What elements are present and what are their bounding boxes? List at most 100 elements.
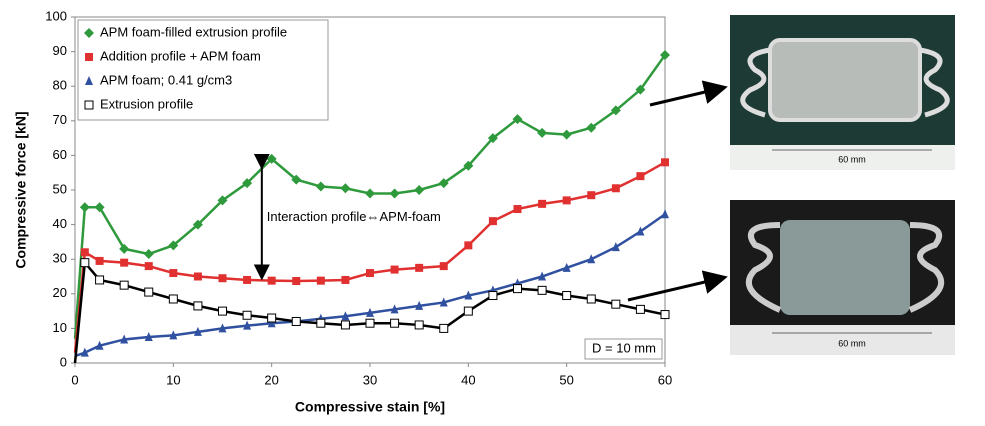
marker: [242, 178, 253, 189]
y-tick-label: 0: [60, 354, 67, 369]
note-box: [584, 338, 663, 360]
series-line: [74, 213, 666, 358]
marker: [463, 160, 474, 171]
marker: [193, 272, 202, 281]
marker: [144, 262, 153, 271]
marker: [464, 290, 473, 300]
marker: [292, 276, 301, 285]
marker: [562, 291, 572, 301]
marker: [439, 262, 448, 271]
marker: [365, 188, 375, 199]
x-tick-label: 0: [71, 372, 78, 387]
marker: [192, 219, 203, 230]
marker: [242, 310, 252, 320]
marker: [415, 300, 424, 310]
marker: [340, 183, 351, 194]
marker: [168, 294, 178, 304]
marker: [316, 318, 326, 328]
marker: [193, 301, 203, 311]
marker: [636, 226, 645, 236]
marker: [415, 263, 424, 272]
marker: [366, 307, 374, 317]
marker: [218, 306, 227, 316]
marker: [80, 347, 89, 357]
y-axis-label: Compressive force [kN]: [13, 111, 29, 268]
marker: [513, 205, 522, 214]
marker: [291, 316, 301, 326]
x-axis-label: Compressive stain [%]: [295, 399, 445, 415]
marker: [390, 304, 399, 314]
y-tick-label: 50: [53, 181, 67, 196]
marker: [341, 311, 350, 321]
marker: [243, 275, 252, 284]
marker: [487, 133, 498, 144]
annotation-box: [264, 207, 475, 228]
marker: [586, 122, 597, 133]
marker: [464, 241, 473, 250]
marker: [587, 254, 596, 264]
legend-label: Addition profile + APM foam: [100, 48, 261, 63]
marker: [267, 318, 276, 328]
legend-label: Extrusion profile: [100, 96, 193, 111]
marker: [463, 306, 473, 316]
marker: [611, 242, 620, 252]
marker: [438, 178, 449, 189]
marker: [562, 196, 571, 205]
note: D = 10 mm: [592, 340, 656, 355]
marker: [635, 304, 645, 314]
marker: [439, 323, 449, 333]
marker: [660, 50, 670, 61]
series-line: [73, 161, 666, 353]
x-tick-label: 40: [461, 372, 475, 387]
marker: [537, 127, 548, 138]
y-tick-label: 40: [53, 216, 67, 231]
pointer-arrow: [627, 270, 728, 302]
marker: [561, 129, 572, 140]
marker: [85, 76, 93, 85]
marker: [562, 262, 571, 272]
marker: [84, 100, 94, 110]
marker: [390, 265, 399, 274]
y-tick-label: 80: [53, 78, 67, 93]
marker: [635, 84, 646, 95]
marker: [439, 297, 448, 307]
marker: [586, 294, 596, 304]
marker: [243, 320, 252, 330]
x-tick-label: 50: [559, 372, 573, 387]
x-tick-label: 30: [363, 372, 377, 387]
marker: [95, 256, 104, 265]
marker: [611, 299, 621, 309]
marker: [169, 330, 178, 340]
marker: [144, 332, 153, 342]
y-tick-label: 100: [45, 8, 67, 23]
marker: [611, 184, 620, 193]
marker: [267, 276, 276, 285]
legend-label: APM foam; 0.41 g/cm3: [100, 72, 232, 87]
marker: [390, 318, 400, 328]
marker: [143, 249, 154, 260]
marker: [512, 114, 523, 125]
marker: [340, 320, 350, 330]
y-tick-label: 60: [53, 147, 67, 162]
legend-label: APM foam-filled extrusion profile: [100, 24, 287, 39]
marker: [661, 209, 669, 219]
marker: [389, 188, 400, 199]
marker: [513, 284, 522, 294]
y-tick-label: 10: [53, 320, 67, 335]
y-tick-label: 70: [53, 112, 67, 127]
marker: [291, 174, 302, 185]
scale-label: 60 mm: [838, 154, 866, 164]
marker: [538, 199, 547, 208]
marker: [169, 269, 178, 278]
marker: [414, 185, 425, 195]
marker: [488, 217, 497, 226]
marker: [315, 181, 326, 192]
y-tick-label: 30: [53, 251, 67, 266]
marker: [661, 158, 669, 167]
marker: [587, 191, 596, 200]
marker: [85, 53, 93, 61]
marker: [316, 276, 325, 285]
marker: [488, 291, 498, 301]
marker: [119, 243, 130, 254]
